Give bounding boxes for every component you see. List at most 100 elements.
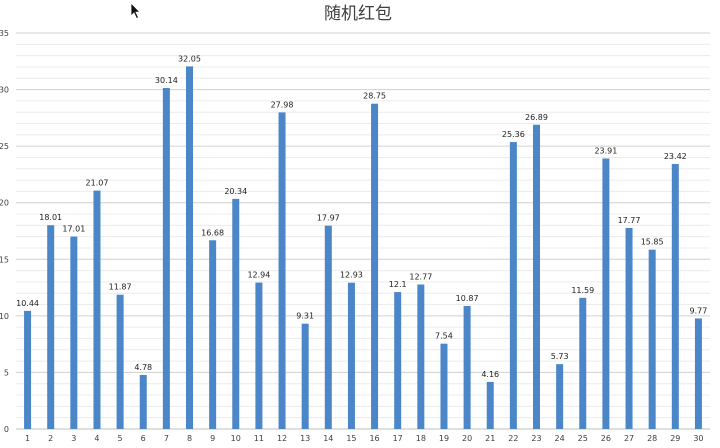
data-label: 12.77 <box>409 273 432 282</box>
gridlines <box>16 32 710 430</box>
data-label: 28.75 <box>363 92 386 101</box>
data-label: 17.01 <box>62 225 85 234</box>
bar <box>116 294 124 429</box>
x-tick-label: 5 <box>118 434 123 443</box>
x-tick-label: 22 <box>508 434 518 443</box>
data-label: 12.93 <box>340 271 363 280</box>
data-label: 32.05 <box>178 54 201 63</box>
x-tick-label: 30 <box>693 434 703 443</box>
x-tick-label: 8 <box>187 434 192 443</box>
data-label: 17.97 <box>317 214 340 223</box>
x-tick-label: 27 <box>624 434 634 443</box>
x-tick-label: 10 <box>231 434 241 443</box>
bar <box>347 282 355 429</box>
data-label: 11.87 <box>109 283 132 292</box>
bar <box>232 198 240 429</box>
y-tick-label: 0 <box>4 425 9 434</box>
x-tick-label: 9 <box>210 434 215 443</box>
data-label: 17.77 <box>618 216 641 225</box>
bar <box>579 297 587 429</box>
bar <box>24 310 32 429</box>
bar <box>602 158 610 429</box>
x-tick-label: 19 <box>439 434 449 443</box>
bar <box>694 318 702 429</box>
x-tick-label: 3 <box>71 434 76 443</box>
y-tick-label: 35 <box>0 29 9 38</box>
bar <box>625 227 633 429</box>
x-tick-label: 28 <box>647 434 657 443</box>
data-label: 26.89 <box>525 113 548 122</box>
data-label: 20.34 <box>224 187 247 196</box>
bar <box>255 282 263 429</box>
data-label: 10.44 <box>16 299 39 308</box>
bar <box>509 142 517 430</box>
x-tick-label: 29 <box>670 434 680 443</box>
y-tick-label: 20 <box>0 199 9 208</box>
data-label: 5.73 <box>551 352 569 361</box>
data-label: 9.31 <box>296 312 314 321</box>
data-label: 30.14 <box>155 76 178 85</box>
y-axis: 0 5 10 15 20 25 30 35 <box>0 29 9 434</box>
y-tick-label: 10 <box>0 312 9 321</box>
bar <box>278 112 286 430</box>
bar <box>671 164 679 430</box>
data-label: 23.42 <box>664 152 687 161</box>
data-label: 25.36 <box>502 130 525 139</box>
data-label: 23.91 <box>594 146 617 155</box>
mouse-pointer-icon <box>130 2 141 20</box>
bar <box>648 249 656 429</box>
x-tick-label: 6 <box>141 434 146 443</box>
x-tick-label: 21 <box>485 434 495 443</box>
data-label: 16.68 <box>201 228 224 237</box>
data-label: 10.87 <box>456 294 479 303</box>
chart-title: 随机红包 <box>324 4 392 24</box>
x-tick-label: 7 <box>164 434 169 443</box>
x-tick-label: 24 <box>555 434 565 443</box>
x-tick-label: 1 <box>25 434 30 443</box>
x-tick-label: 12 <box>277 434 287 443</box>
bar <box>301 323 309 429</box>
x-tick-label: 23 <box>531 434 541 443</box>
bar <box>556 364 564 429</box>
bar <box>93 190 101 429</box>
bar <box>486 381 494 429</box>
x-tick-labels: 1 2 3 4 5 6 7 8 9 10 11 12 13 14 15 16 17 18 19 20 21 22 23 24 2… <box>25 434 704 443</box>
bar <box>533 124 540 430</box>
y-tick-label: 5 <box>4 368 9 377</box>
bar <box>440 343 448 429</box>
data-label: 12.94 <box>247 271 270 280</box>
data-label: 15.85 <box>641 238 664 247</box>
bar <box>324 225 332 429</box>
data-label: 9.77 <box>690 306 708 315</box>
x-tick-label: 13 <box>300 434 310 443</box>
x-tick-label: 20 <box>462 434 472 443</box>
bar <box>417 284 425 429</box>
x-tick-label: 18 <box>416 434 426 443</box>
x-tick-label: 25 <box>578 434 588 443</box>
data-label: 7.54 <box>435 332 453 341</box>
data-label: 18.01 <box>39 213 62 222</box>
y-tick-label: 30 <box>0 86 9 95</box>
bar <box>70 236 78 429</box>
data-label: 27.98 <box>271 100 294 109</box>
data-label: 4.78 <box>134 363 152 372</box>
x-tick-label: 2 <box>48 434 53 443</box>
bar <box>463 306 471 429</box>
y-tick-label: 15 <box>0 255 9 264</box>
x-tick-label: 14 <box>323 434 333 443</box>
bar <box>394 292 402 429</box>
x-tick-label: 4 <box>94 434 99 443</box>
x-tick-label: 16 <box>369 434 379 443</box>
bar <box>47 225 55 429</box>
x-tick-label: 17 <box>393 434 403 443</box>
x-tick-label: 26 <box>601 434 611 443</box>
data-label: 21.07 <box>86 179 109 188</box>
bar <box>186 66 193 430</box>
x-tick-label: 15 <box>346 434 356 443</box>
y-tick-label: 25 <box>0 142 9 151</box>
bar <box>162 87 170 429</box>
x-tick-label: 11 <box>254 434 264 443</box>
bar <box>209 240 217 429</box>
